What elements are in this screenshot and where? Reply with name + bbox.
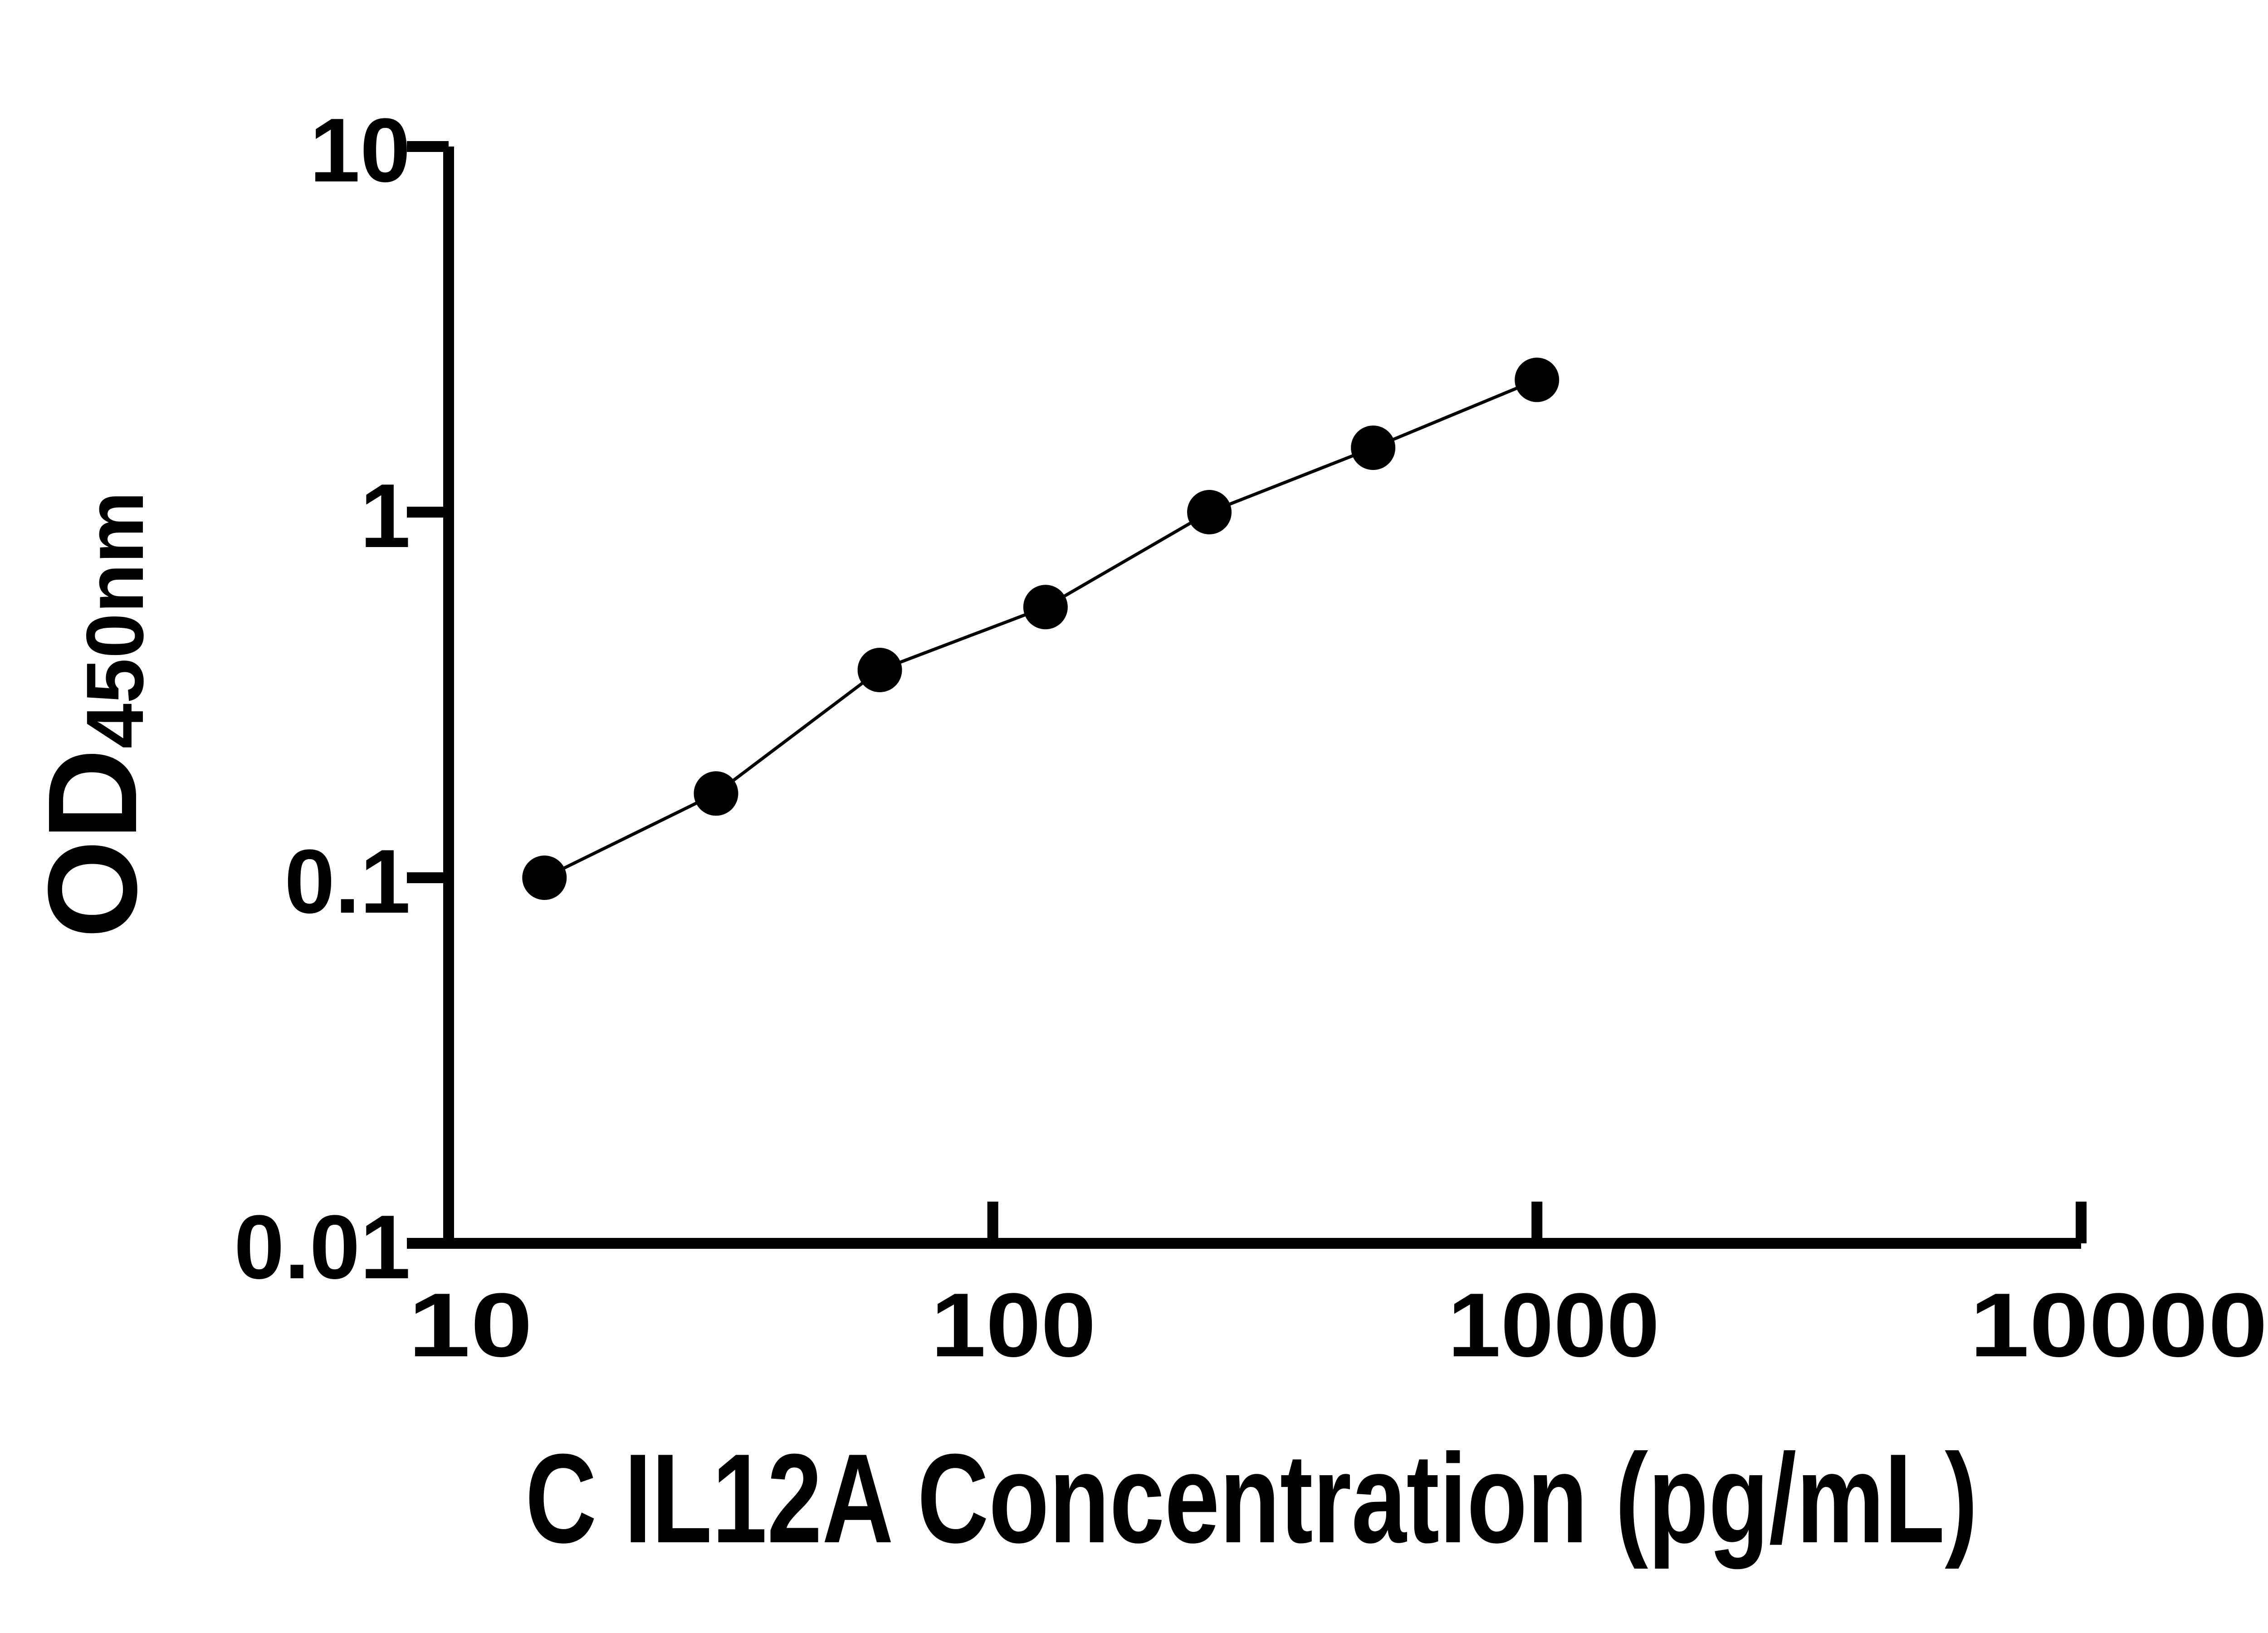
svg-text:0.01: 0.01: [234, 1197, 411, 1298]
svg-text:C IL12A Concentration (pg/mL): C IL12A Concentration (pg/mL): [525, 1428, 1978, 1570]
svg-text:0.1: 0.1: [284, 831, 411, 932]
svg-text:10: 10: [310, 100, 411, 201]
svg-text:100: 100: [931, 1275, 1096, 1376]
svg-text:10: 10: [408, 1275, 533, 1376]
svg-text:1: 1: [360, 465, 411, 567]
svg-text:10000: 10000: [1970, 1275, 2268, 1376]
svg-text:1000: 1000: [1448, 1275, 1660, 1376]
